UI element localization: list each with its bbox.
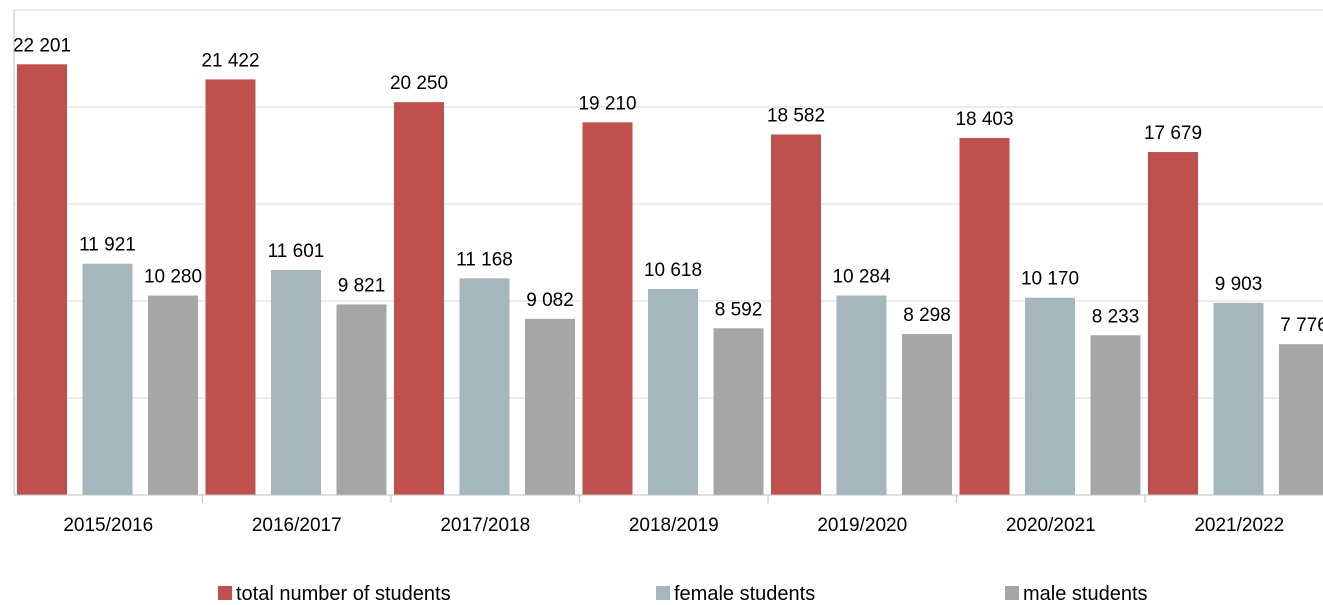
value-label-total: 18 582 xyxy=(767,106,825,127)
bar-male xyxy=(902,334,952,495)
x-tick-label: 2021/2022 xyxy=(1194,515,1284,536)
bar-female xyxy=(271,269,321,495)
bar-female xyxy=(82,263,133,495)
bar-total xyxy=(17,64,67,495)
x-tick-label: 2016/2017 xyxy=(252,515,342,536)
x-axis: 2015/2016 2016/2017 2017/2018 2018/2019 2019… xyxy=(13,10,1323,536)
value-label-male: 10 280 xyxy=(144,267,202,288)
bar-female xyxy=(836,295,887,495)
value-label-male: 8 298 xyxy=(903,305,951,326)
bar-total xyxy=(771,134,821,495)
bar-female xyxy=(1025,297,1075,495)
legend-swatch-total xyxy=(218,586,232,600)
bar-total xyxy=(1148,152,1198,495)
value-label-female: 11 921 xyxy=(79,235,136,256)
value-label-total: 21 422 xyxy=(201,50,259,71)
legend-swatch-male xyxy=(1005,586,1019,600)
bar-female xyxy=(459,278,510,495)
value-label-female: 9 903 xyxy=(1215,274,1263,295)
legend-label-total: total number of students xyxy=(236,583,451,605)
legend-swatch-female xyxy=(656,586,670,600)
value-label-male: 7 776 xyxy=(1280,315,1323,336)
value-labels: 22 201 11 921 10 280 21 422 11 601 9 821 20 25… xyxy=(13,35,1323,336)
x-tick-label: 2017/2018 xyxy=(440,515,530,536)
bars xyxy=(17,64,1323,496)
value-label-total: 19 210 xyxy=(578,93,636,114)
bar-male xyxy=(148,295,198,495)
value-label-female: 11 601 xyxy=(268,241,325,262)
value-label-total: 17 679 xyxy=(1144,123,1202,144)
bar-female xyxy=(1213,302,1264,495)
value-label-male: 8 592 xyxy=(715,299,763,320)
x-tick-label: 2020/2021 xyxy=(1006,515,1096,536)
bar-total xyxy=(205,79,256,495)
legend-label-male: male students xyxy=(1023,583,1148,605)
legend-label-female: female students xyxy=(674,583,815,605)
value-label-female: 10 618 xyxy=(644,260,702,281)
bar-female xyxy=(648,289,698,495)
value-label-female: 10 284 xyxy=(832,266,891,287)
value-label-male: 9 821 xyxy=(338,275,386,296)
value-label-total: 18 403 xyxy=(955,109,1013,130)
x-tick-label: 2018/2019 xyxy=(629,515,719,536)
legend: total number of students female students m… xyxy=(218,583,1148,605)
value-label-female: 11 168 xyxy=(456,249,513,270)
bar-male xyxy=(1279,344,1323,495)
bar-male xyxy=(1090,335,1141,495)
bar-total xyxy=(394,102,444,496)
value-label-female: 10 170 xyxy=(1021,269,1079,290)
bar-male xyxy=(336,304,387,495)
x-tick-label: 2015/2016 xyxy=(63,515,153,536)
bar-male xyxy=(713,328,764,495)
bar-total xyxy=(582,122,633,496)
value-label-total: 22 201 xyxy=(13,35,71,56)
value-label-male: 8 233 xyxy=(1092,306,1140,327)
bar-total xyxy=(959,137,1010,495)
value-label-total: 20 250 xyxy=(390,73,448,94)
value-label-male: 9 082 xyxy=(526,290,574,311)
x-tick-label: 2019/2020 xyxy=(817,515,907,536)
bar-male xyxy=(525,318,575,495)
